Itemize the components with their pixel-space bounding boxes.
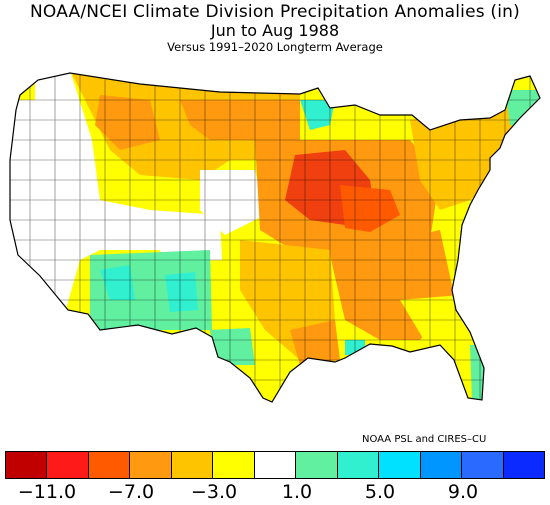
legend-color-swatch (296, 452, 338, 478)
credit-label: NOAA PSL and CIRES–CU (362, 434, 487, 445)
legend-color-swatch (6, 452, 48, 478)
legend-color-swatch (88, 452, 131, 478)
legend-color-swatch (462, 452, 504, 478)
map-period: Jun to Aug 1988 (210, 21, 340, 40)
region-southwest-wet-core (100, 265, 135, 300)
region-montana-orange (95, 95, 160, 150)
map-title: NOAA/NCEI Climate Division Precipitation… (30, 2, 520, 22)
legend-color-swatch (213, 452, 255, 478)
region-northern-plains (70, 73, 300, 180)
precipitation-anomaly-map (9, 72, 541, 403)
legend-tick-label: −7.0 (107, 481, 155, 503)
conus-outline (9, 72, 541, 403)
legend-color-swatch (47, 452, 89, 478)
legend-color-swatch (379, 452, 421, 478)
region-south-texas (290, 320, 340, 365)
legend-color-swatch (171, 452, 214, 478)
legend-tick-label: −11.0 (17, 481, 77, 503)
legend-tick-label: 5.0 (364, 481, 396, 503)
map-baseline: Versus 1991–2020 Longterm Average (167, 40, 383, 54)
region-colorado-normal (150, 210, 222, 262)
legend-tick-label: 9.0 (447, 481, 479, 503)
region-west-texas-wet (210, 328, 255, 365)
legend-tick-label: 1.0 (281, 481, 313, 503)
legend-color-swatch (130, 452, 172, 478)
legend-color-swatch (420, 452, 463, 478)
color-legend (5, 451, 545, 479)
region-southeast-yellow (400, 295, 470, 350)
region-minnesota-wet (300, 100, 335, 130)
region-nm-wet-core (165, 272, 198, 312)
legend-color-swatch (503, 452, 545, 478)
legend-color-swatch (337, 452, 380, 478)
legend-tick-label: −3.0 (190, 481, 238, 503)
legend-color-swatch (254, 452, 297, 478)
